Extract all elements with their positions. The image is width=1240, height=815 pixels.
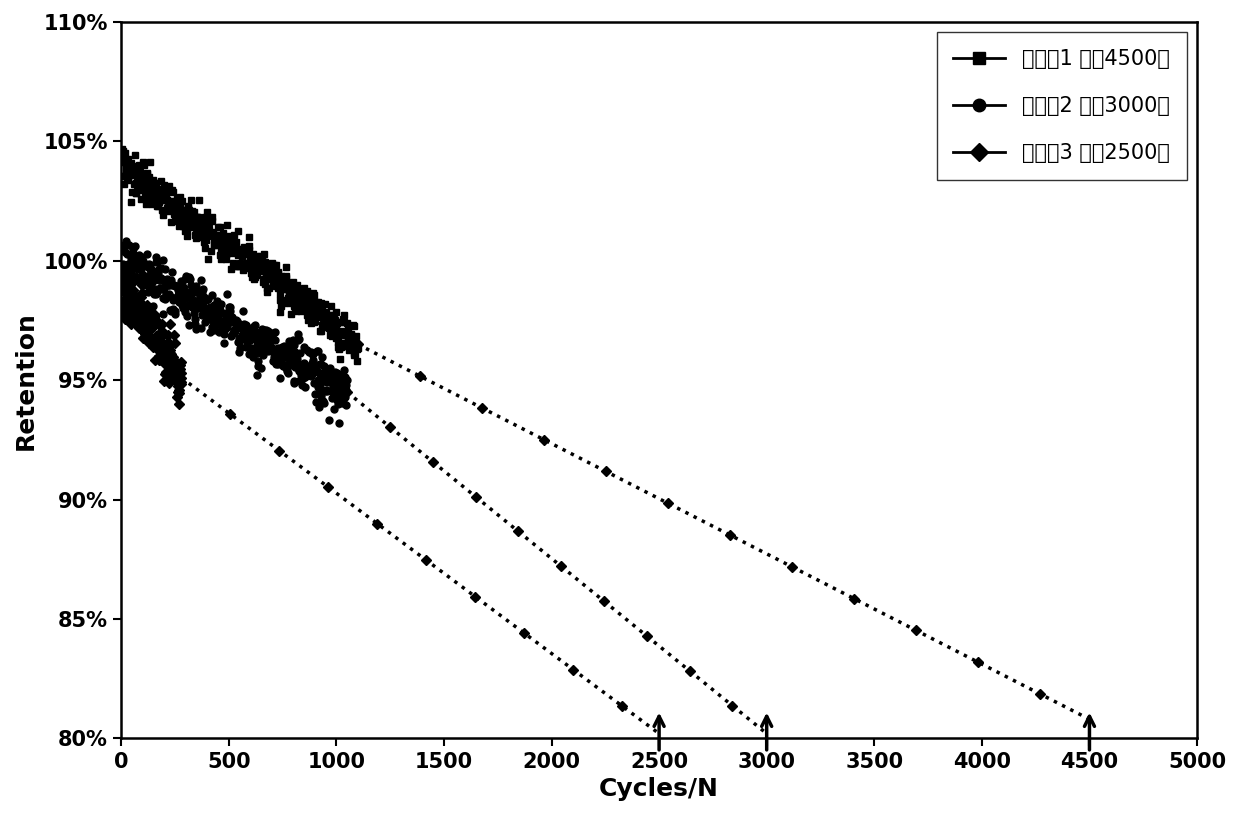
Legend: 实施例1 预浅4500周, 实施例2 预浅3000周, 实施例3 预浅2500周: 实施例1 预浅4500周, 实施例2 预浅3000周, 实施例3 预浅2500周 (936, 33, 1187, 180)
Y-axis label: Retention: Retention (14, 311, 38, 450)
X-axis label: Cycles/N: Cycles/N (599, 778, 719, 801)
